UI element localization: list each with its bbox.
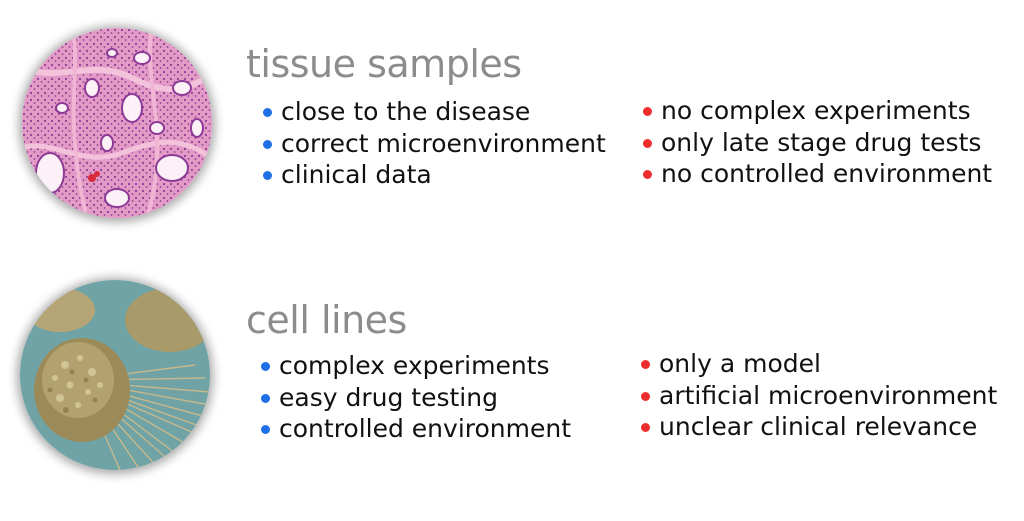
cons-list: only a model artificial microenvironment… bbox=[641, 348, 997, 443]
list-item: only a model bbox=[641, 348, 997, 380]
list-item: no complex experiments bbox=[643, 95, 992, 127]
list-item: close to the disease bbox=[263, 96, 606, 128]
red-bullet-icon bbox=[643, 138, 652, 148]
list-item: only late stage drug tests bbox=[643, 127, 992, 159]
red-bullet-icon bbox=[641, 423, 650, 432]
list-item: easy drug testing bbox=[261, 382, 571, 414]
list-item: artificial microenvironment bbox=[641, 380, 997, 412]
list-item: correct microenvironment bbox=[263, 128, 606, 160]
list-item: unclear clinical relevance bbox=[641, 411, 997, 443]
tissue-samples-section: tissue samples close to the disease corr… bbox=[0, 0, 1024, 240]
red-bullet-icon bbox=[643, 107, 652, 116]
pros-list: complex experiments easy drug testing co… bbox=[261, 350, 571, 445]
list-item: complex experiments bbox=[261, 350, 571, 382]
blue-bullet-icon bbox=[261, 362, 270, 371]
section-title: cell lines bbox=[246, 298, 407, 342]
blue-bullet-icon bbox=[263, 171, 272, 180]
red-bullet-icon bbox=[643, 170, 652, 179]
blue-bullet-icon bbox=[261, 425, 270, 434]
list-item: controlled environment bbox=[261, 413, 571, 445]
section-title: tissue samples bbox=[246, 42, 522, 86]
list-item: clinical data bbox=[263, 159, 606, 191]
red-bullet-icon bbox=[641, 360, 650, 369]
histology-tissue-image bbox=[22, 28, 212, 218]
red-bullet-icon bbox=[641, 391, 650, 401]
cons-list: no complex experiments only late stage d… bbox=[643, 95, 992, 190]
blue-bullet-icon bbox=[261, 393, 270, 403]
pros-list: close to the disease correct microenviro… bbox=[263, 96, 606, 191]
blue-bullet-icon bbox=[263, 139, 272, 149]
cancer-cell-micrograph-image bbox=[20, 280, 210, 470]
blue-bullet-icon bbox=[263, 108, 272, 117]
cell-lines-section: cell lines complex experiments easy drug… bbox=[0, 252, 1024, 492]
list-item: no controlled environment bbox=[643, 158, 992, 190]
